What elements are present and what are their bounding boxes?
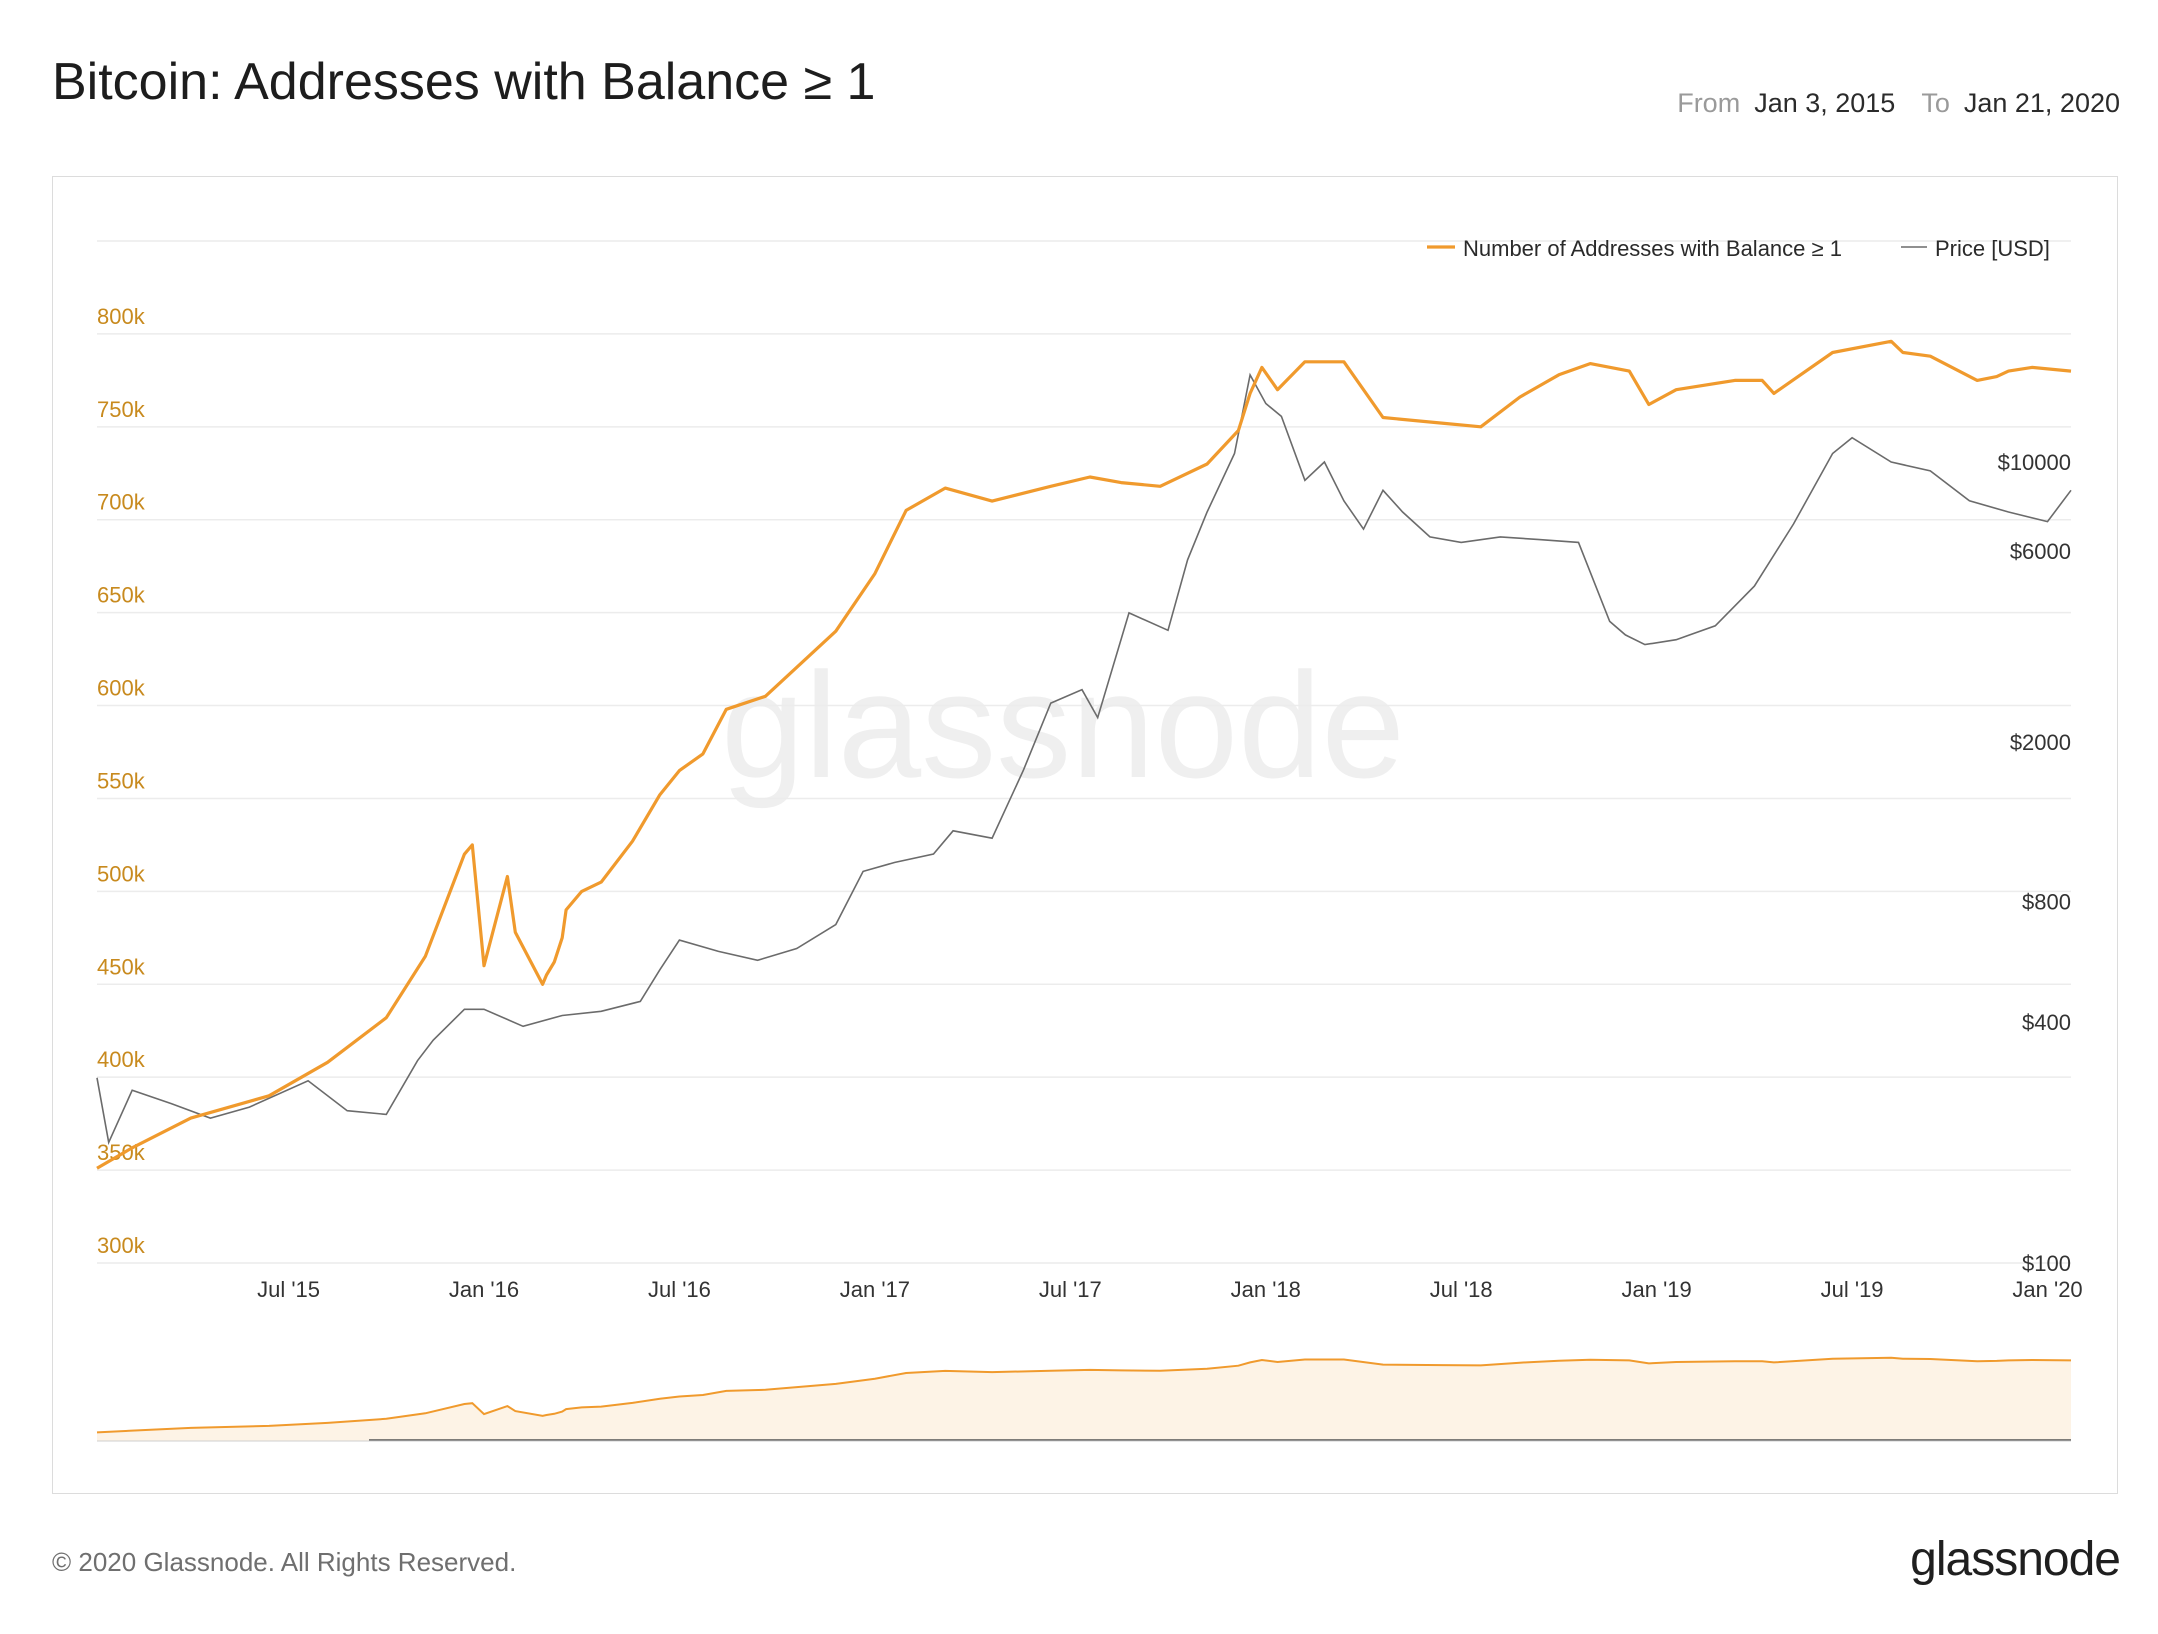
right-axis-tick-label: $10000 <box>1998 450 2071 475</box>
left-axis-tick-label: 450k <box>97 954 146 979</box>
right-axis-tick-label: $800 <box>2022 889 2071 914</box>
legend: Number of Addresses with Balance ≥ 1 Pri… <box>1427 236 2050 261</box>
x-axis-tick-label: Jul '17 <box>1039 1277 1102 1302</box>
right-axis-tick-label: $100 <box>2022 1251 2071 1276</box>
navigator-addresses-line <box>96 1356 2072 1434</box>
date-range: From Jan 3, 2015 To Jan 21, 2020 <box>1677 88 2120 119</box>
x-axis-tick-label: Jan '16 <box>449 1277 519 1302</box>
left-axis-tick-label: 400k <box>97 1047 146 1072</box>
chart-panel: glassnode 300k 350k 400k 450k 500k 550k 600k 65… <box>52 176 2118 1494</box>
to-date[interactable]: Jan 21, 2020 <box>1963 88 2120 118</box>
left-axis-tick-label: 800k <box>97 304 146 329</box>
x-axis-tick-label: Jan '20 <box>2012 1277 2082 1302</box>
x-axis-tick-label: Jul '19 <box>1821 1277 1884 1302</box>
left-axis-tick-label: 550k <box>97 768 146 793</box>
left-axis-tick-label: 650k <box>97 583 146 608</box>
from-label: From <box>1677 88 1741 118</box>
legend-price-label[interactable]: Price [USD] <box>1935 236 2050 261</box>
page-title: Bitcoin: Addresses with Balance ≥ 1 <box>52 53 876 111</box>
right-axis: $100 $400 $800 $2000 $6000 $10000 <box>1998 450 2071 1276</box>
left-axis-tick-label: 600k <box>97 676 146 701</box>
left-axis-tick-label: 750k <box>97 397 146 422</box>
series-addresses-line <box>96 339 2072 1170</box>
x-axis-tick-label: Jan '17 <box>840 1277 910 1302</box>
series-price-line <box>96 372 2072 1146</box>
right-axis-tick-label: $2000 <box>2010 730 2071 755</box>
copyright: © 2020 Glassnode. All Rights Reserved. <box>52 1547 517 1577</box>
legend-addresses-label[interactable]: Number of Addresses with Balance ≥ 1 <box>1463 236 1842 261</box>
left-axis-tick-label: 300k <box>97 1233 146 1258</box>
x-axis-tick-label: Jul '15 <box>257 1277 320 1302</box>
x-axis-tick-label: Jul '18 <box>1430 1277 1493 1302</box>
left-axis-tick-label: 500k <box>97 861 146 886</box>
chart[interactable]: glassnode 300k350k400k450k500k550k600k65… <box>53 177 2116 1492</box>
right-axis-tick-label: $400 <box>2022 1010 2071 1035</box>
left-axis-tick-label: 700k <box>97 490 146 515</box>
x-axis-tick-label: Jan '19 <box>1622 1277 1692 1302</box>
from-date[interactable]: Jan 3, 2015 <box>1754 88 1896 118</box>
right-axis-tick-label: $6000 <box>2010 539 2071 564</box>
x-axis-tick-label: Jan '18 <box>1231 1277 1301 1302</box>
navigator[interactable] <box>96 1356 2072 1442</box>
watermark: glassnode <box>721 641 1405 809</box>
left-axis: 300k350k400k450k500k550k600k650k700k750k… <box>97 304 146 1258</box>
to-label: To <box>1921 88 1950 118</box>
brand-logo[interactable]: glassnode <box>1910 1533 2121 1586</box>
navigator-area <box>97 1357 2071 1441</box>
x-axis-tick-label: Jul '16 <box>648 1277 711 1302</box>
left-gridlines <box>97 240 2071 1264</box>
x-axis: Jul '15 Jan '16 Jul '16 Jan '17 Jul '17 Jan '… <box>257 1277 2083 1302</box>
